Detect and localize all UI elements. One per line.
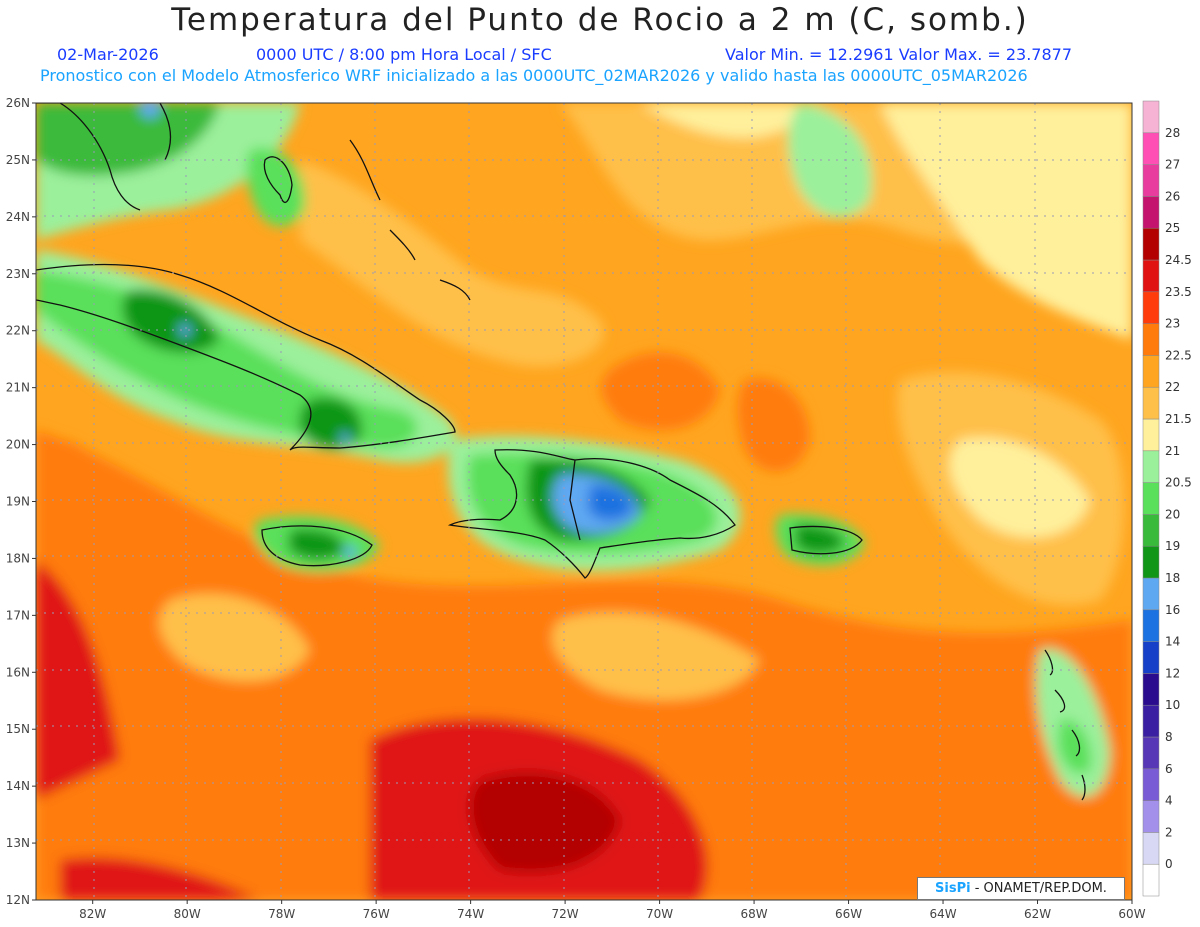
legend-label: 23 [1165,317,1180,331]
lat-label-22n: 22N [6,324,30,338]
legend-swatch [1142,514,1160,547]
legend-label: 21.5 [1165,412,1192,426]
legend-swatch [1142,545,1160,579]
legend-label: 23.5 [1165,285,1192,299]
color-legend: 0 2 4 6 8 10 12 14 16 18 19 20 20.5 21 21.5 22 22.5 23 23.… [1142,100,1192,897]
lon-label-80w: 80W [174,907,201,921]
legend-label: 0 [1165,857,1173,871]
lat-label-14n: 14N [6,779,30,793]
graticule [36,103,1132,900]
legend-swatch [1142,386,1160,420]
legend-swatch [1142,863,1160,897]
forecast-date: 02-Mar-2026 [57,45,159,64]
legend-swatch [1142,641,1160,674]
longitude-axis: 82W 80W 78W 76W 74W 72W 70W 68W 66W 64W 62W 60W [79,900,1146,921]
legend-swatch [1142,832,1160,865]
legend-label: 14 [1165,635,1180,649]
lat-label-15n: 15N [6,722,30,736]
legend-swatch [1142,132,1160,165]
dewpoint-field [36,103,1132,900]
lon-label-64w: 64W [929,907,956,921]
legend-label: 28 [1165,126,1180,140]
legend-swatch [1142,704,1160,738]
legend-swatch [1142,227,1160,261]
lon-label-82w: 82W [79,907,106,921]
legend-label: 18 [1165,571,1180,585]
legend-swatch [1142,291,1160,324]
legend-swatch [1142,259,1160,293]
legend-swatch [1142,768,1160,801]
lon-label-78w: 78W [268,907,295,921]
legend-label: 19 [1165,539,1180,553]
legend-label: 24.5 [1165,253,1192,267]
lon-label-60w: 60W [1118,907,1145,921]
lat-label-13n: 13N [6,836,30,850]
lat-label-24n: 24N [6,210,30,224]
legend-label: 6 [1165,762,1173,776]
source-badge: SisPi - ONAMET/REP.DOM. [917,877,1125,900]
coastlines [36,103,1086,801]
legend-label: 2 [1165,825,1173,839]
legend-label: 8 [1165,730,1173,744]
legend-label: 12 [1165,666,1180,680]
legend-label: 20 [1165,507,1180,521]
lat-label-19n: 19N [6,495,30,509]
legend-swatch [1142,323,1160,356]
lat-label-21n: 21N [6,381,30,395]
legend-swatch [1142,164,1160,197]
lon-label-68w: 68W [740,907,767,921]
legend-label: 21 [1165,444,1180,458]
legend-swatch [1142,450,1160,483]
lat-label-12n: 12N [6,893,30,907]
min-max-values: Valor Min. = 12.2961 Valor Max. = 23.787… [725,45,1073,64]
lon-label-62w: 62W [1024,907,1051,921]
legend-label: 10 [1165,698,1180,712]
legend-swatch [1142,100,1160,134]
legend-swatch [1142,355,1160,388]
legend-swatch [1142,482,1160,515]
legend-swatch [1142,609,1160,642]
lat-label-16n: 16N [6,665,30,679]
legend-label: 22.5 [1165,348,1192,362]
lat-label-25n: 25N [6,153,30,167]
lon-label-66w: 66W [835,907,862,921]
legend-label: 27 [1165,158,1180,172]
lon-label-74w: 74W [457,907,484,921]
lat-label-18n: 18N [6,551,30,565]
legend-swatch [1142,418,1160,452]
onamet-credit: - ONAMET/REP.DOM. [974,881,1107,896]
latitude-axis: 26N 25N 24N 23N 22N 21N 20N 19N 18N 17N 16N 15N 14N 1… [6,96,36,907]
legend-swatch [1142,800,1160,833]
legend-label: 26 [1165,189,1180,203]
forecast-time: 0000 UTC / 8:00 pm Hora Local / SFC [256,45,552,64]
lat-label-26n: 26N [6,96,30,110]
lat-label-20n: 20N [6,438,30,452]
legend-swatch [1142,577,1160,611]
sispi-logo-text: SisPi [935,881,971,896]
lon-label-76w: 76W [363,907,390,921]
legend-label: 22 [1165,380,1180,394]
legend-label: 16 [1165,603,1180,617]
legend-label: 25 [1165,221,1180,235]
legend-label: 4 [1165,794,1173,808]
legend-swatch [1142,673,1160,706]
map-title: Temperatura del Punto de Rocio a 2 m (C,… [171,2,1029,38]
legend-swatch [1142,196,1160,229]
model-info: Pronostico con el Modelo Atmosferico WRF… [40,66,1028,85]
legend-label: 20.5 [1165,476,1192,490]
lat-label-23n: 23N [6,267,30,281]
lon-label-70w: 70W [646,907,673,921]
legend-swatch [1142,736,1160,770]
lat-label-17n: 17N [6,608,30,622]
lon-label-72w: 72W [552,907,579,921]
